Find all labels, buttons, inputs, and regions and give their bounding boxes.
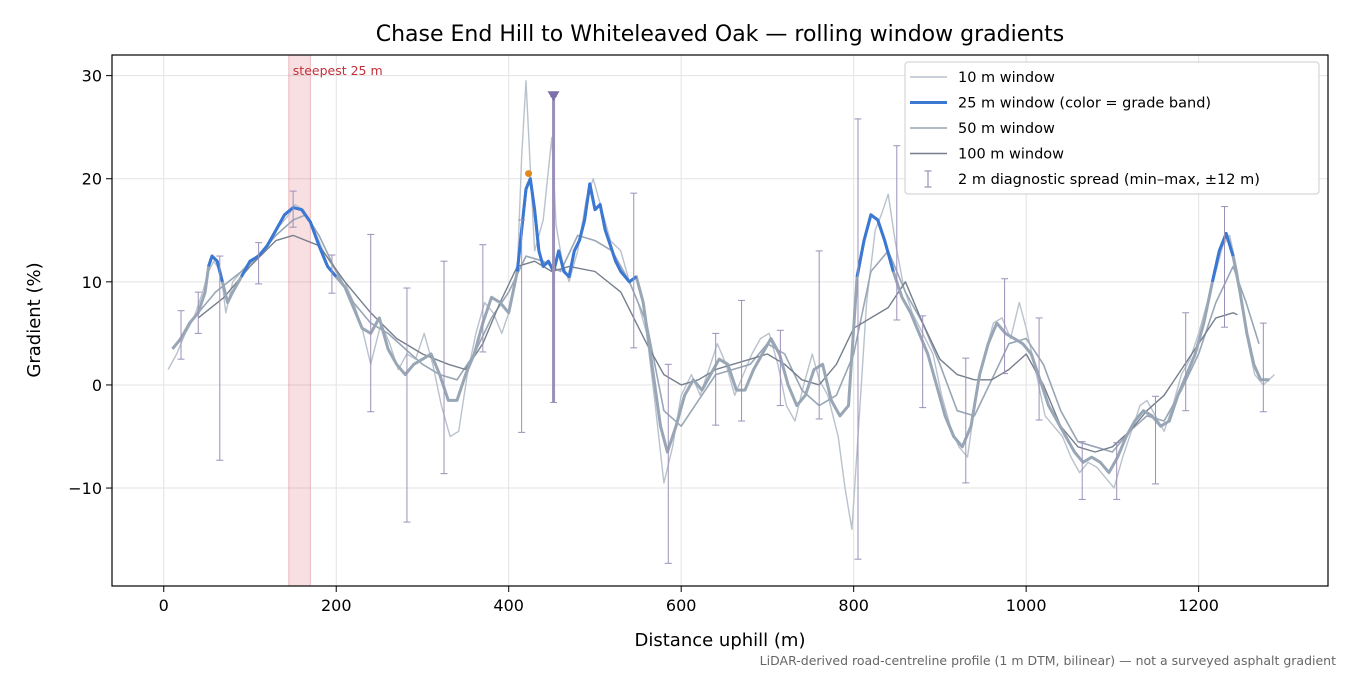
spread-bar	[962, 357, 970, 484]
peak-triangle-marker	[547, 91, 560, 102]
spread-bar	[664, 363, 672, 564]
spread-error-bars	[177, 95, 1267, 564]
spread-bar	[1035, 317, 1043, 421]
legend-label: 100 m window	[958, 147, 1064, 163]
spread-bar	[776, 329, 784, 407]
series-line-25m-steep	[855, 213, 895, 277]
spread-bar	[1001, 278, 1009, 375]
spread-bar	[738, 299, 746, 422]
y-tick-label: 30	[82, 67, 102, 86]
x-axis-label: Distance uphill (m)	[635, 630, 806, 651]
x-tick-label: 400	[493, 596, 524, 615]
spread-bar	[1182, 312, 1190, 412]
spread-bar	[630, 192, 638, 349]
spread-bar	[815, 250, 823, 420]
legend-label: 10 m window	[958, 70, 1055, 86]
legend-entry: 50 m window	[910, 121, 1055, 137]
series-line-25m-steep	[1210, 231, 1235, 283]
plot-frame	[111, 54, 1329, 587]
footnote: LiDAR-derived road-centreline profile (1…	[760, 653, 1336, 668]
series-line-25m-base	[171, 177, 1270, 475]
legend-entry: 100 m window	[910, 147, 1064, 163]
peak-markers	[525, 91, 560, 178]
y-tick-label: 10	[82, 273, 102, 292]
spread-bar	[1152, 395, 1160, 485]
series-line-25m-steep	[515, 177, 638, 284]
spread-bar	[1221, 206, 1229, 328]
spread-bar	[440, 260, 448, 475]
y-tick-label: 20	[82, 170, 102, 189]
x-tick-label: 0	[159, 596, 169, 615]
spread-bar	[919, 315, 927, 409]
series-line-25m-steep	[240, 206, 338, 278]
spread-bar	[1113, 442, 1121, 500]
spread-bar	[1078, 441, 1086, 500]
spread-bar	[893, 145, 901, 321]
legend-entry: 2 m diagnostic spread (min–max, ±12 m)	[924, 170, 1260, 188]
chart-title: Chase End Hill to Whiteleaved Oak — roll…	[376, 22, 1065, 47]
spread-bar	[289, 190, 297, 228]
legend-entry: 25 m window (color = grade band)	[910, 96, 1211, 112]
x-tick-label: 600	[666, 596, 697, 615]
highlight-label: steepest 25 m	[293, 63, 383, 78]
spread-bar	[1259, 322, 1267, 413]
legend-label: 25 m window (color = grade band)	[958, 96, 1211, 112]
y-tick-label: −10	[68, 479, 102, 498]
x-tick-label: 800	[838, 596, 869, 615]
legend-label: 50 m window	[958, 121, 1055, 137]
spread-bar	[328, 254, 336, 294]
spread-bar	[255, 242, 263, 285]
x-tick-label: 1000	[1006, 596, 1047, 615]
spread-bar	[194, 291, 202, 334]
spread-bar	[367, 233, 375, 413]
legend-label: 2 m diagnostic spread (min–max, ±12 m)	[958, 172, 1260, 188]
spread-bar	[518, 219, 526, 433]
legend: 10 m window 25 m window (color = grade ba…	[904, 61, 1320, 195]
y-axis-label: Gradient (%)	[24, 262, 45, 377]
spread-bar	[216, 255, 224, 461]
spread-bar	[177, 310, 185, 360]
x-tick-label: 1200	[1178, 596, 1219, 615]
x-tick-label: 200	[321, 596, 352, 615]
legend-box	[904, 61, 1320, 195]
axis-ticks: 0 200 400 600 800 1000 1200 −10 0 10 20 30	[68, 67, 1219, 615]
spread-bar	[854, 118, 862, 560]
highlight-band	[288, 54, 311, 587]
spread-bar	[403, 287, 411, 523]
legend-entry: 10 m window	[910, 70, 1055, 86]
spread-bar	[479, 244, 487, 353]
y-tick-label: 0	[92, 376, 102, 395]
peak-dot-marker	[525, 170, 533, 178]
spread-bar	[712, 332, 720, 426]
